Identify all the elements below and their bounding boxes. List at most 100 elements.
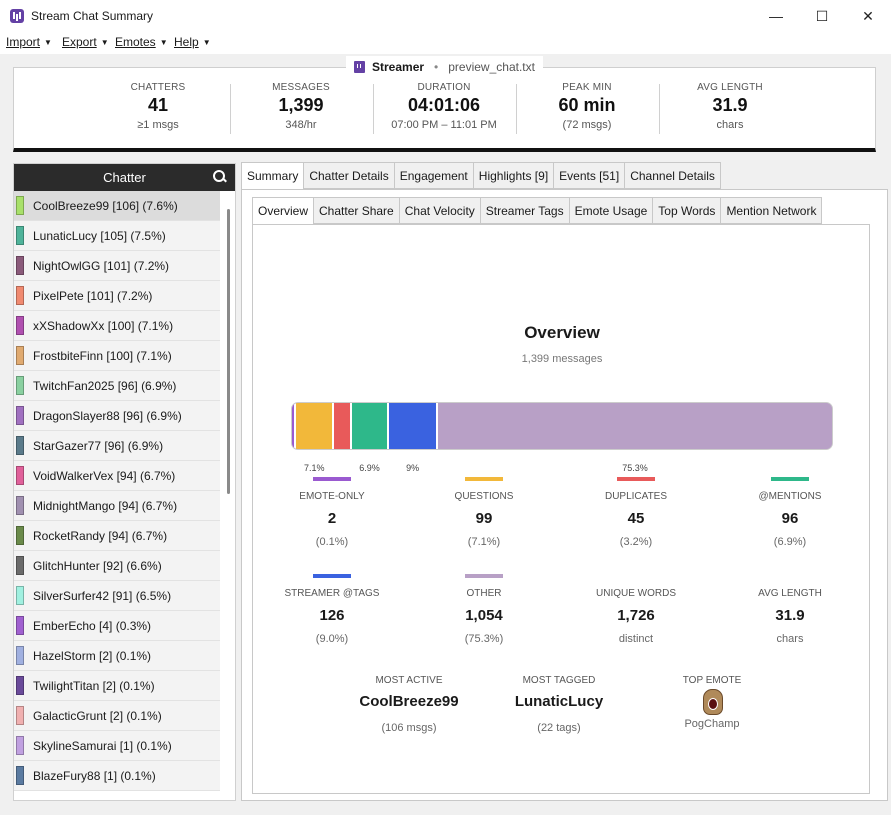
metric-value: 2	[327, 510, 337, 527]
chatter-label: FrostbiteFinn [100] (7.1%)	[33, 348, 172, 363]
chatter-list[interactable]: CoolBreeze99 [106] (7.6%) LunaticLucy [10…	[14, 191, 220, 801]
chatter-row[interactable]: TwitchFan2025 [96] (6.9%)	[14, 371, 220, 401]
stat-divider	[659, 84, 660, 134]
metric-label: @MENTIONS	[758, 491, 822, 502]
menu-emotes[interactable]: Emotes ▼	[115, 35, 168, 49]
menu-bar: Import ▼ Export ▼ Emotes ▼ Help ▼	[0, 32, 891, 54]
menu-import[interactable]: Import ▼	[6, 35, 52, 49]
bar-percent-label: 7.1%	[303, 463, 325, 473]
subtab-streamer-tags[interactable]: Streamer Tags	[480, 197, 570, 224]
chatter-header[interactable]: Chatter	[14, 164, 235, 191]
chatter-label: LunaticLucy [105] (7.5%)	[33, 228, 166, 243]
tab-summary[interactable]: Summary	[241, 162, 305, 190]
stat-label: MESSAGES	[272, 82, 330, 93]
tab-channel-details[interactable]: Channel Details	[625, 162, 721, 189]
subtab-chat-velocity[interactable]: Chat Velocity	[399, 197, 481, 224]
menu-export[interactable]: Export ▼	[62, 35, 109, 49]
subtab-mention-network[interactable]: Mention Network	[721, 197, 823, 224]
minimize-button[interactable]: —	[769, 8, 783, 24]
chatter-color-swatch	[16, 406, 24, 425]
chatter-color-swatch	[16, 586, 24, 605]
metric-color-bar	[617, 574, 655, 578]
most-active-label: MOST ACTIVE	[375, 675, 443, 686]
chatter-row[interactable]: StarGazer77 [96] (6.9%)	[14, 431, 220, 461]
stat-value: 31.9	[712, 95, 748, 115]
chatter-row[interactable]: HazelStorm [2] (0.1%)	[14, 641, 220, 671]
chatter-row[interactable]: LunaticLucy [105] (7.5%)	[14, 221, 220, 251]
tab-engagement[interactable]: Engagement	[394, 162, 474, 189]
stat-divider	[516, 84, 517, 134]
chatter-color-swatch	[16, 346, 24, 365]
stat-sub: (72 msgs)	[562, 119, 612, 131]
menu-help-label: Help	[174, 35, 199, 49]
chatter-label: VoidWalkerVex [94] (6.7%)	[33, 468, 176, 483]
chatter-label: xXShadowXx [100] (7.1%)	[33, 318, 174, 333]
bar-segment-questions	[296, 403, 335, 449]
chatter-row[interactable]: DragonSlayer88 [96] (6.9%)	[14, 401, 220, 431]
most-active: MOST ACTIVE CoolBreeze99 (106 msgs)	[334, 675, 484, 734]
streamer-name: Streamer	[372, 60, 425, 74]
metric-unique-words: UNIQUE WORDS 1,726 distinct	[571, 574, 701, 645]
chatter-row[interactable]: MidnightMango [94] (6.7%)	[14, 491, 220, 521]
metric-color-bar	[771, 574, 809, 578]
chatter-row[interactable]: NightOwlGG [101] (7.2%)	[14, 251, 220, 281]
overview-subtitle: 1,399 messages	[521, 353, 603, 365]
chatter-row[interactable]: RocketRandy [94] (6.7%)	[14, 521, 220, 551]
chatter-label: SilverSurfer42 [91] (6.5%)	[33, 588, 172, 603]
tab-events-51[interactable]: Events [51]	[554, 162, 626, 189]
stat-label: DURATION	[417, 82, 471, 93]
chatter-row[interactable]: VoidWalkerVex [94] (6.7%)	[14, 461, 220, 491]
chatter-color-swatch	[16, 676, 24, 695]
chatter-row[interactable]: TwilightTitan [2] (0.1%)	[14, 671, 220, 701]
chatter-label: CoolBreeze99 [106] (7.6%)	[33, 198, 178, 213]
chatter-row[interactable]: CoolBreeze99 [106] (7.6%)	[14, 191, 220, 221]
metric-sub: (9.0%)	[315, 633, 349, 645]
metric-sub: (75.3%)	[464, 633, 504, 645]
chatter-row[interactable]: FrostbiteFinn [100] (7.1%)	[14, 341, 220, 371]
summary-tab-body: Overview Chatter Share Chat Velocity Stream…	[241, 189, 888, 801]
chatter-row[interactable]: GalacticGrunt [2] (0.1%)	[14, 701, 220, 731]
stat-peak-min: PEAK MIN 60 min (72 msgs)	[517, 82, 657, 131]
metric-questions: QUESTIONS 99 (7.1%)	[419, 477, 549, 548]
chatter-row[interactable]: xXShadowXx [100] (7.1%)	[14, 311, 220, 341]
stat-value: 1,399	[278, 95, 324, 115]
metric-color-bar	[465, 477, 503, 481]
chatter-color-swatch	[16, 526, 24, 545]
bar-segment-other	[437, 403, 832, 449]
tab-highlights-9[interactable]: Highlights [9]	[473, 162, 555, 189]
subtab-emote-usage[interactable]: Emote Usage	[569, 197, 654, 224]
chatter-row[interactable]: SilverSurfer42 [91] (6.5%)	[14, 581, 220, 611]
subtab-overview[interactable]: Overview	[252, 197, 315, 225]
chatter-label: BlazeFury88 [1] (0.1%)	[33, 768, 156, 783]
message-breakdown-bar	[291, 402, 833, 450]
chatter-row[interactable]: SkylineSamurai [1] (0.1%)	[14, 731, 220, 761]
caret-down-icon: ▼	[100, 38, 109, 47]
chatter-row[interactable]: GlitchHunter [92] (6.6%)	[14, 551, 220, 581]
chatter-color-swatch	[16, 256, 24, 275]
chatter-row[interactable]: EmberEcho [4] (0.3%)	[14, 611, 220, 641]
chatter-color-swatch	[16, 316, 24, 335]
chatter-scrollbar[interactable]	[227, 209, 230, 494]
subtab-chatter-share[interactable]: Chatter Share	[314, 197, 400, 224]
tab-chatter-details[interactable]: Chatter Details	[304, 162, 395, 189]
chatter-row[interactable]: BlazeFury88 [1] (0.1%)	[14, 761, 220, 791]
title-bar[interactable]: Stream Chat Summary — ☐ ✕	[0, 0, 891, 32]
chatter-color-swatch	[16, 286, 24, 305]
metric-color-bar	[465, 574, 503, 578]
stat-divider	[230, 84, 231, 134]
stat-sub: 348/hr	[285, 119, 317, 131]
close-button[interactable]: ✕	[862, 7, 874, 24]
stat-value: 41	[147, 95, 169, 115]
most-tagged-value: LunaticLucy	[514, 693, 604, 710]
chatter-color-swatch	[16, 436, 24, 455]
menu-help[interactable]: Help ▼	[174, 35, 211, 49]
chatter-row[interactable]: PixelPete [101] (7.2%)	[14, 281, 220, 311]
chatter-label: GalacticGrunt [2] (0.1%)	[33, 708, 162, 723]
metric-color-bar	[313, 574, 351, 578]
metric-value: 99	[475, 510, 493, 527]
search-icon[interactable]	[213, 170, 227, 184]
subtab-top-words[interactable]: Top Words	[653, 197, 722, 224]
maximize-button[interactable]: ☐	[815, 7, 829, 24]
overview-panel: Overview 1,399 messages 7.1% 6.9% 9% 75.3% …	[252, 224, 870, 794]
bar-segment-emote-only	[292, 403, 296, 449]
